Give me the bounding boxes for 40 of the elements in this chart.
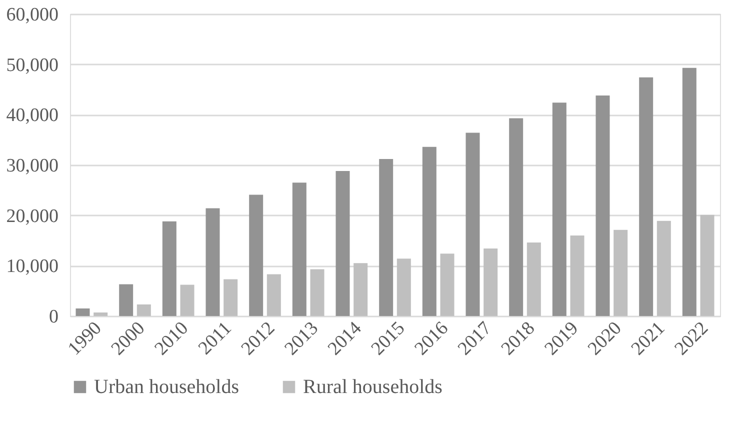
- bar: [526, 242, 541, 316]
- bar: [396, 258, 411, 316]
- y-tick-label: 0: [49, 306, 58, 328]
- bar: [162, 221, 176, 316]
- bar: [596, 96, 610, 316]
- bar: [614, 230, 628, 316]
- bar: [639, 77, 654, 316]
- bar: [440, 254, 454, 316]
- x-tick-label: 2011: [194, 318, 236, 360]
- bar: [180, 284, 194, 316]
- y-tick-label: 30,000: [6, 156, 58, 176]
- bar: [136, 304, 151, 316]
- bar: [94, 312, 108, 316]
- bar: [266, 274, 281, 316]
- bar: [119, 284, 134, 316]
- bar: [354, 263, 368, 316]
- bar: [379, 158, 394, 316]
- bar: [76, 308, 90, 316]
- y-tick-label: 20,000: [6, 206, 58, 227]
- y-tick-label: 40,000: [6, 105, 58, 126]
- bar: [466, 132, 480, 316]
- bar: [509, 118, 524, 316]
- bar: [292, 182, 306, 316]
- legend-label: Rural households: [303, 376, 443, 398]
- bar: [249, 194, 264, 316]
- bar: [656, 220, 671, 316]
- bar: [422, 146, 436, 316]
- bar: [682, 68, 696, 316]
- bar: [224, 279, 238, 316]
- legend-label: Urban households: [94, 376, 240, 398]
- bar: [484, 248, 498, 316]
- bar: [552, 102, 566, 316]
- y-tick-label: 10,000: [6, 256, 58, 278]
- bar: [700, 214, 714, 316]
- y-tick-label: 60,000: [6, 4, 58, 26]
- bar: [336, 171, 350, 316]
- bar: [206, 208, 220, 316]
- y-tick-label: 50,000: [6, 54, 58, 76]
- bar: [310, 269, 324, 316]
- bar: [570, 235, 584, 316]
